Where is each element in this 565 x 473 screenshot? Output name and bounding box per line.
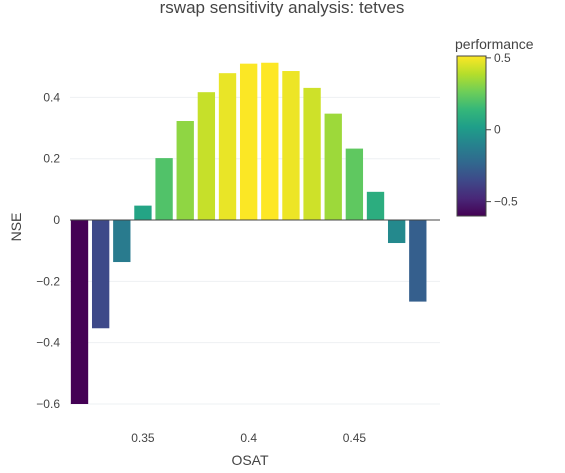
colorbar-gradient xyxy=(456,55,487,217)
colorbar-title: performance xyxy=(455,36,534,52)
bar xyxy=(91,220,110,329)
chart-title: rswap sensitivity analysis: tetves xyxy=(160,0,405,17)
y-tick-label: −0.4 xyxy=(36,336,60,350)
bar xyxy=(134,205,152,221)
y-axis-ticks: −0.6 −0.4 −0.2 0 0.2 0.4 xyxy=(36,90,60,411)
bar xyxy=(197,92,216,221)
y-tick-label: −0.6 xyxy=(36,397,60,411)
bar xyxy=(409,220,427,302)
y-tick-label: 0 xyxy=(53,213,60,227)
colorbar-tick-label: 0.5 xyxy=(494,51,511,65)
x-axis-ticks: 0.35 0.4 0.45 xyxy=(131,431,366,445)
bar xyxy=(155,158,173,221)
colorbar-ticks: −0.5 0 0.5 xyxy=(486,51,518,209)
bar xyxy=(70,220,89,404)
y-tick-label: −0.2 xyxy=(36,274,60,288)
x-tick-label: 0.35 xyxy=(131,431,155,445)
bar xyxy=(282,71,300,221)
bar xyxy=(387,220,406,244)
x-axis-title: OSAT xyxy=(231,452,269,468)
bar xyxy=(176,121,194,221)
y-axis-title: NSE xyxy=(8,213,24,242)
bar xyxy=(345,148,364,221)
x-tick-label: 0.45 xyxy=(343,431,367,445)
colorbar-tick-label: −0.5 xyxy=(494,195,518,209)
bar xyxy=(324,113,342,221)
colorbar-tick-label: 0 xyxy=(494,123,501,137)
x-tick-label: 0.4 xyxy=(240,431,257,445)
colorbar: performance −0.5 0 0.5 xyxy=(455,36,534,217)
bar xyxy=(218,73,237,221)
bar xyxy=(303,87,321,221)
bar xyxy=(261,62,279,221)
bar xyxy=(366,191,385,221)
y-tick-label: 0.2 xyxy=(43,152,60,166)
bar xyxy=(113,220,131,263)
y-tick-label: 0.4 xyxy=(43,90,60,104)
bar xyxy=(239,63,258,221)
bars xyxy=(70,62,427,404)
